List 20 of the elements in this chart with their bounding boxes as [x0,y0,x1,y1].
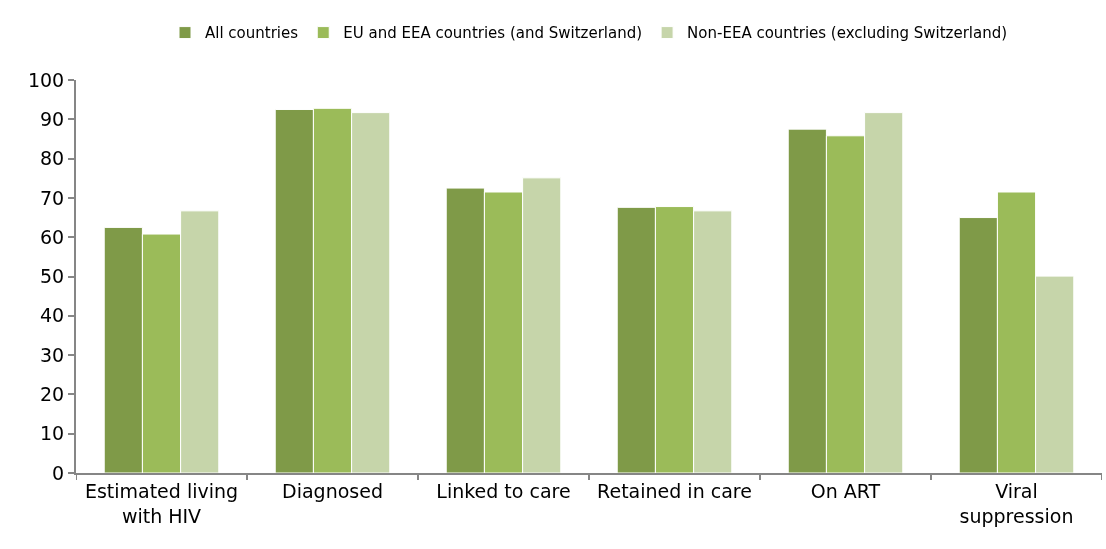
x-tick-label: On ART [810,479,881,502]
y-tick-label: 80 [40,147,65,170]
y-tick-label: 10 [40,422,65,445]
legend-label: EU and EEA countries (and Switzerland) [343,24,643,43]
y-tick-label: 0 [52,461,65,484]
y-tick-label: 100 [27,68,65,91]
x-tick-label: Linked to care [436,479,571,502]
legend-label: All countries [205,24,299,43]
y-tick-label: 70 [40,186,65,209]
y-tick-label: 20 [40,383,65,406]
y-tick-label: 40 [40,304,65,327]
x-tick-label: Viral suppression [959,479,1074,527]
x-tick-label: Estimated living with HIV [84,479,239,527]
y-tick-label: 50 [40,265,65,288]
x-tick-label: Diagnosed [282,479,383,502]
y-tick-label: 30 [40,343,65,366]
y-tick-label: 90 [40,107,65,130]
y-tick-label: 60 [40,225,65,248]
x-tick-label: Retained in care [597,479,752,502]
legend-label: Non-EEA countries (excluding Switzerland) [687,24,1008,43]
